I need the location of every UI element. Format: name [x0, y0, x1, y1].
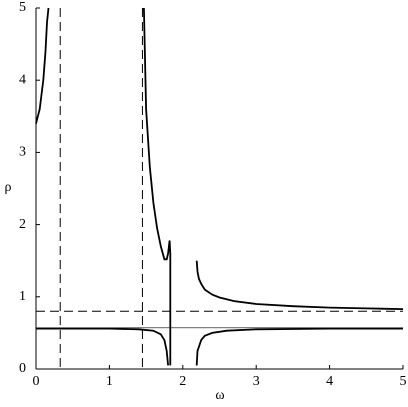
curve: [195, 260, 404, 310]
y-tick-label: 2: [19, 217, 26, 232]
x-tick-label: 2: [179, 374, 186, 389]
x-tick-label: 4: [326, 374, 333, 389]
y-tick-label: 4: [19, 72, 26, 87]
x-tick-label: 0: [33, 374, 40, 389]
y-tick-label: 1: [19, 289, 26, 304]
y-tick-label: 5: [19, 0, 26, 15]
x-tick-label: 1: [106, 374, 113, 389]
y-tick-label: 0: [19, 361, 26, 376]
y-tick-label: 3: [19, 145, 26, 160]
curve: [143, 7, 172, 366]
curve: [36, 327, 169, 366]
x-tick-label: 3: [253, 374, 260, 389]
curve: [35, 7, 50, 124]
curve: [195, 327, 403, 366]
x-axis-label: ω: [215, 388, 224, 403]
y-axis-label: ρ: [5, 180, 12, 195]
x-tick-label: 5: [400, 374, 407, 389]
